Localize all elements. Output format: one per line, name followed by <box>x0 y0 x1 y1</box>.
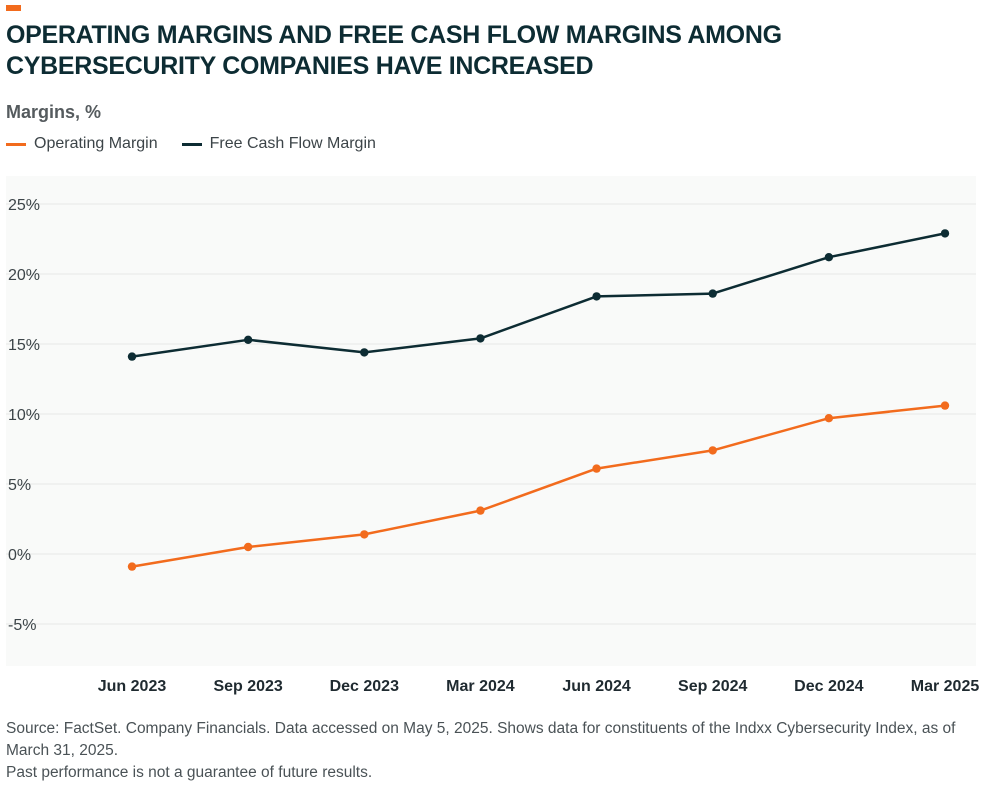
operating-margin-point <box>243 542 253 552</box>
legend: Operating Margin Free Cash Flow Margin <box>6 135 400 153</box>
free-cash-flow-margin-point <box>708 289 717 298</box>
accent-bar <box>6 5 21 11</box>
x-tick-label: Sep 2024 <box>678 678 747 695</box>
legend-label-operating: Operating Margin <box>34 135 158 152</box>
free-cash-flow-margin-point <box>940 229 950 238</box>
operating-margin-point <box>708 446 717 455</box>
operating-margin-point <box>940 401 950 410</box>
operating-margin-point <box>360 530 369 539</box>
free-cash-flow-margin-point <box>476 334 485 343</box>
chart-subtitle: Margins, % <box>6 102 102 122</box>
y-tick-label: 25% <box>8 197 40 214</box>
free-cash-flow-margin-point <box>592 292 601 301</box>
grid-lines <box>6 203 976 625</box>
operating-margin-point <box>127 562 137 571</box>
chart-title: OPERATING MARGINS AND FREE CASH FLOW MAR… <box>6 21 782 80</box>
y-tick-label: 15% <box>8 337 40 354</box>
operating-margin-point <box>592 464 601 473</box>
x-tick-label: Sep 2023 <box>213 678 282 695</box>
operating-margin-line <box>131 404 946 568</box>
x-tick-label: Mar 2025 <box>911 678 980 695</box>
source-text: Source: FactSet. Company Financials. Dat… <box>6 720 956 759</box>
free-cash-flow-margin-line <box>131 232 946 358</box>
x-axis-ticks: Jun 2023 Sep 2023 Dec 2023 Mar 2024 Jun 2024… <box>98 678 980 695</box>
legend-item-fcf: Free Cash Flow Margin <box>181 135 376 153</box>
free-cash-flow-margin-point <box>360 348 369 357</box>
y-axis-ticks: 25% 20% 15% 10% 5% 0% -5% <box>8 197 40 634</box>
source-note: Source: FactSet. Company Financials. Dat… <box>6 718 991 784</box>
x-tick-label: Jun 2024 <box>562 678 631 695</box>
x-tick-label: Jun 2023 <box>98 678 167 695</box>
operating-margin-point <box>476 506 485 515</box>
operating-margin-point <box>824 414 834 423</box>
series-lines <box>127 229 950 571</box>
legend-swatch-fcf <box>181 142 202 146</box>
x-tick-label: Dec 2023 <box>330 678 399 695</box>
line-chart: 25% 20% 15% 10% 5% 0% -5% Jun 2023 Sep 2023 Dec … <box>6 176 980 695</box>
legend-swatch-operating <box>6 142 26 146</box>
y-tick-label: 10% <box>8 407 40 424</box>
y-tick-label: 5% <box>8 477 31 494</box>
y-tick-label: 20% <box>8 267 40 284</box>
legend-item-operating: Operating Margin <box>6 135 158 153</box>
y-tick-label: 0% <box>8 547 31 564</box>
free-cash-flow-margin-point <box>824 253 834 262</box>
y-tick-label: -5% <box>8 617 36 634</box>
disclaimer-text: Past performance is not a guarantee of f… <box>6 764 373 781</box>
free-cash-flow-margin-point <box>243 335 253 344</box>
free-cash-flow-margin-point <box>127 352 137 361</box>
legend-label-fcf: Free Cash Flow Margin <box>209 135 376 152</box>
x-tick-label: Dec 2024 <box>794 678 863 695</box>
x-tick-label: Mar 2024 <box>446 678 515 695</box>
